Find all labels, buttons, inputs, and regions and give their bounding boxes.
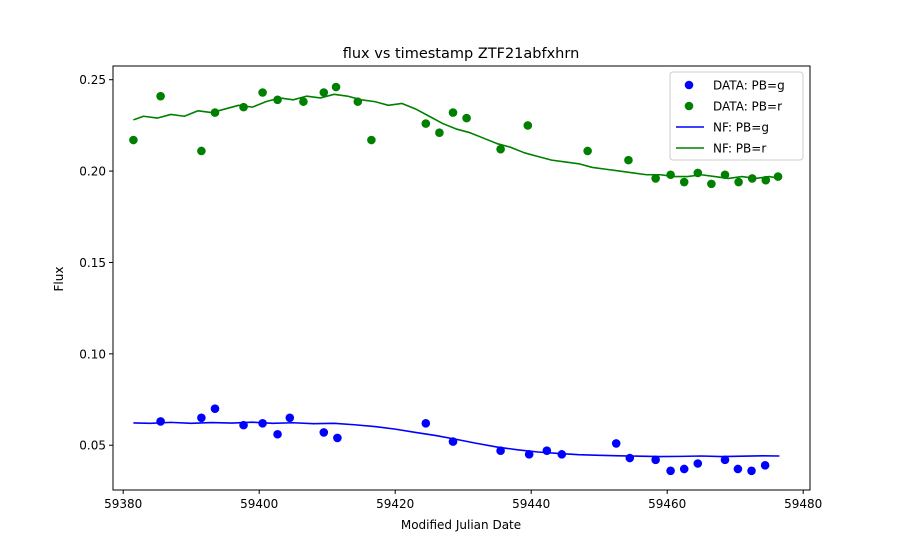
data-point <box>239 420 248 430</box>
data-point <box>210 404 220 413</box>
data-point <box>733 464 743 474</box>
legend-label: NF: PB=g <box>713 121 769 135</box>
data-point <box>747 174 757 183</box>
y-tick-label: 0.15 <box>79 256 106 270</box>
y-tick-label: 0.25 <box>79 73 106 87</box>
x-tick-label: 59400 <box>240 497 278 511</box>
data-point <box>651 455 660 465</box>
data-point <box>496 144 505 154</box>
data-point <box>331 82 341 92</box>
legend-box <box>669 71 804 161</box>
data-point <box>496 446 505 456</box>
data-point <box>693 459 703 468</box>
data-point <box>462 113 471 123</box>
data-point <box>524 450 534 459</box>
x-axis: 59380 59400 59420 59440 59460 59480 <box>104 490 822 511</box>
y-tick-label: 0.05 <box>79 439 106 453</box>
plot-area <box>129 82 783 476</box>
data-point <box>319 428 329 437</box>
x-tick-label: 59460 <box>648 497 686 511</box>
data-point <box>624 155 633 165</box>
data-point <box>679 464 689 474</box>
legend: DATA: PB=g DATA: PB=r NF: PB=g NF: PB=r <box>669 71 804 161</box>
legend-marker <box>684 80 694 90</box>
data-point <box>625 453 635 463</box>
data-point <box>720 170 730 180</box>
data-point <box>666 170 675 180</box>
data-point <box>156 91 165 101</box>
data-point <box>273 429 282 439</box>
data-point <box>197 413 206 423</box>
legend-marker <box>684 101 694 111</box>
x-tick-label: 59420 <box>376 497 414 511</box>
x-tick-label: 59440 <box>512 497 550 511</box>
data-point <box>523 121 533 130</box>
legend-label: DATA: PB=r <box>713 100 782 114</box>
data-point <box>197 146 206 156</box>
plot-frame <box>112 65 811 491</box>
data-point <box>542 446 552 456</box>
x-axis-label: Modified Julian Date <box>401 518 521 532</box>
y-axis: 0.05 0.10 0.15 0.20 0.25 <box>79 73 113 453</box>
data-point <box>435 128 444 138</box>
data-point <box>557 450 567 459</box>
x-tick-label: 59480 <box>784 497 822 511</box>
data-point <box>333 433 342 443</box>
data-point <box>707 179 716 189</box>
data-point <box>353 97 363 106</box>
legend-label: NF: PB=r <box>713 142 766 156</box>
data-point <box>421 119 431 128</box>
data-point <box>210 108 220 117</box>
data-point <box>367 135 376 145</box>
data-point <box>720 455 730 465</box>
data-point <box>760 461 770 470</box>
data-point <box>666 466 675 476</box>
data-point <box>299 97 308 106</box>
data-point <box>156 417 165 426</box>
data-point <box>761 175 771 185</box>
y-axis-label: Flux <box>52 267 66 292</box>
y-tick-label: 0.10 <box>79 347 106 361</box>
data-point <box>651 174 660 183</box>
data-point <box>258 418 267 428</box>
data-point <box>679 177 689 187</box>
data-point <box>421 418 431 428</box>
data-point <box>773 172 783 181</box>
data-point <box>273 95 282 105</box>
data-point <box>693 168 703 178</box>
data-point <box>448 108 458 117</box>
chart-title: flux vs timestamp ZTF21abfxhrn <box>343 46 580 62</box>
data-point <box>258 88 267 97</box>
x-tick-label: 59380 <box>104 497 142 511</box>
data-point <box>319 88 329 97</box>
data-point <box>129 135 138 145</box>
data-point <box>239 102 248 112</box>
data-point <box>583 146 592 156</box>
data-point <box>448 437 458 446</box>
data-point <box>747 466 756 476</box>
y-tick-label: 0.20 <box>79 165 106 179</box>
data-point <box>611 439 621 448</box>
legend-label: DATA: PB=g <box>713 79 785 93</box>
data-point <box>285 413 295 423</box>
data-point <box>734 177 743 187</box>
